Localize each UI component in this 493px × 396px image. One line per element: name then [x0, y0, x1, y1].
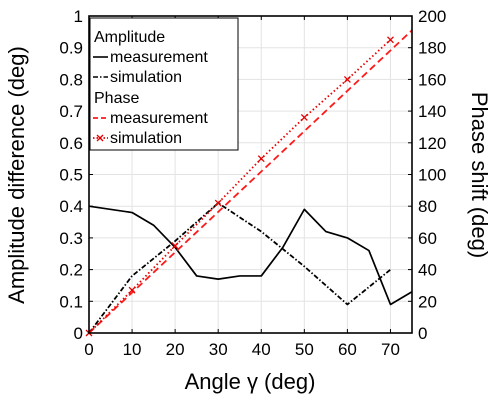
y-left-tick-label: 0.3: [59, 229, 83, 248]
y-left-tick-label: 0.8: [59, 70, 83, 89]
series-marker-phase-simulation: [214, 199, 222, 207]
series-line-amp-measurement: [88, 205, 413, 306]
series-marker-phase-simulation: [387, 36, 394, 44]
y-left-tick-label: 0.9: [59, 39, 83, 58]
x-tick-label: 40: [252, 340, 271, 359]
x-tick-label: 50: [295, 340, 314, 359]
legend-label-phase-measurement: measurement: [110, 110, 208, 127]
x-tick-label: 0: [84, 340, 93, 359]
y-left-tick-label: 0.2: [59, 261, 83, 280]
legend: Amplitude measurement simulation Phase m…: [89, 17, 239, 151]
series-line-phase-measurement: [88, 29, 413, 334]
y-right-tick-label: 80: [418, 197, 437, 216]
legend-group-phase: Phase: [94, 90, 139, 107]
y-left-tick-label: 0.1: [59, 292, 83, 311]
tick-labels: 0 10 20 30 40 50 60 7000.10.20.30.40.50.60.70.8…: [59, 7, 446, 359]
series-marker-phase-simulation: [300, 113, 308, 121]
y-right-tick-label: 120: [418, 134, 446, 153]
y-right-tick-label: 100: [418, 166, 446, 185]
legend-box: [89, 17, 239, 151]
x-tick-label: 30: [209, 340, 228, 359]
y-right-tick-label: 0: [418, 324, 427, 343]
y-axis-right-title: Phase shift (deg): [467, 92, 492, 258]
y-left-tick-label: 0.5: [59, 166, 83, 185]
y-left-tick-label: 1: [74, 7, 83, 26]
y-left-tick-label: 0.6: [59, 134, 83, 153]
series-line-amp-simulation: [88, 202, 392, 334]
x-axis-title: Angle γ (deg): [185, 369, 316, 394]
series-line-phase-simulation: [88, 39, 392, 334]
y-right-tick-label: 20: [418, 292, 437, 311]
series-marker-phase-simulation: [257, 155, 265, 163]
x-tick-label: 60: [338, 340, 357, 359]
y-right-tick-label: 160: [418, 70, 446, 89]
series-marker-phase-simulation: [128, 286, 136, 294]
y-axis-left-title: Amplitude difference (deg): [4, 46, 29, 304]
y-left-tick-label: 0.4: [59, 197, 83, 216]
y-right-tick-label: 40: [418, 261, 437, 280]
series-marker-phase-simulation: [343, 75, 351, 83]
x-tick-label: 20: [166, 340, 185, 359]
y-left-tick-label: 0: [74, 324, 83, 343]
legend-label-amp-measurement: measurement: [110, 49, 208, 66]
y-right-tick-label: 60: [418, 229, 437, 248]
series-marker-phase-simulation: [171, 242, 179, 250]
legend-label-amp-simulation: simulation: [110, 69, 182, 86]
legend-marker-phase-simulation: [96, 134, 104, 142]
y-right-tick-label: 180: [418, 39, 446, 58]
legend-group-amplitude: Amplitude: [94, 29, 165, 46]
legend-label-phase-simulation: simulation: [110, 130, 182, 147]
y-right-tick-label: 200: [418, 7, 446, 26]
x-tick-label: 70: [381, 340, 400, 359]
x-tick-label: 10: [123, 340, 142, 359]
series-layer: [85, 29, 413, 337]
y-right-tick-label: 140: [418, 102, 446, 121]
y-left-tick-label: 0.7: [59, 102, 83, 121]
